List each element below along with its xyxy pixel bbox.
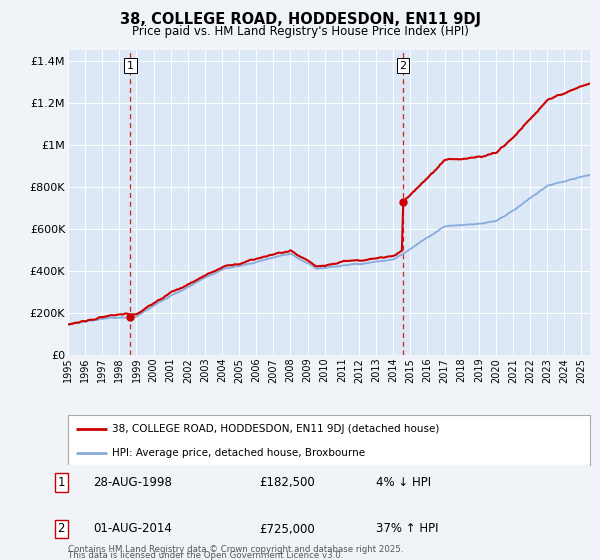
Text: Price paid vs. HM Land Registry's House Price Index (HPI): Price paid vs. HM Land Registry's House … [131,25,469,38]
Text: Contains HM Land Registry data © Crown copyright and database right 2025.: Contains HM Land Registry data © Crown c… [68,545,404,554]
Text: 4% ↓ HPI: 4% ↓ HPI [376,476,431,489]
Text: 1: 1 [58,476,65,489]
Text: £182,500: £182,500 [259,476,314,489]
Text: 1: 1 [127,60,134,71]
Text: 38, COLLEGE ROAD, HODDESDON, EN11 9DJ: 38, COLLEGE ROAD, HODDESDON, EN11 9DJ [119,12,481,27]
Text: 01-AUG-2014: 01-AUG-2014 [94,522,172,535]
Text: 37% ↑ HPI: 37% ↑ HPI [376,522,439,535]
Text: 2: 2 [400,60,407,71]
Text: £725,000: £725,000 [259,522,314,535]
Text: 38, COLLEGE ROAD, HODDESDON, EN11 9DJ (detached house): 38, COLLEGE ROAD, HODDESDON, EN11 9DJ (d… [112,424,440,434]
Text: 28-AUG-1998: 28-AUG-1998 [94,476,172,489]
Text: HPI: Average price, detached house, Broxbourne: HPI: Average price, detached house, Brox… [112,447,365,458]
Text: This data is licensed under the Open Government Licence v3.0.: This data is licensed under the Open Gov… [68,551,343,560]
Text: 2: 2 [58,522,65,535]
